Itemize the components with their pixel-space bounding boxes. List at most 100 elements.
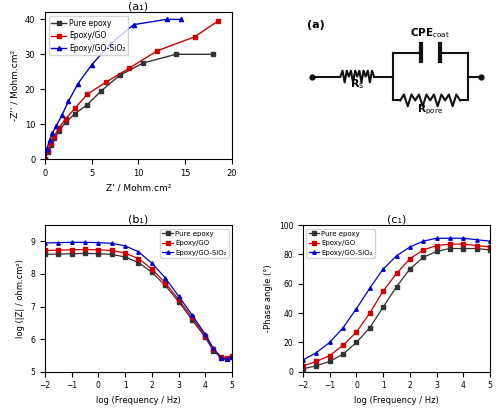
Epoxy/GO [149, 266, 155, 271]
X-axis label: log (Frequency / Hz): log (Frequency / Hz) [96, 396, 181, 405]
Epoxy/GO [218, 354, 224, 359]
Text: R$_\mathrm{s}$: R$_\mathrm{s}$ [350, 78, 364, 91]
Text: (a): (a) [307, 20, 324, 30]
Pure epoxy [72, 111, 78, 116]
Epoxy/GO [52, 134, 58, 139]
Epoxy/GO [326, 353, 332, 358]
Epoxy/GO [447, 242, 453, 247]
Epoxy/GO [84, 92, 90, 97]
Epoxy/GO-SiO₂ [300, 358, 306, 363]
Pure epoxy [136, 260, 141, 265]
Pure epoxy [56, 252, 62, 256]
Epoxy/GO [42, 157, 48, 161]
Text: R$_\mathrm{pore}$: R$_\mathrm{pore}$ [417, 103, 444, 117]
Epoxy/GO [215, 19, 221, 24]
Legend: Pure epoxy, Epoxy/GO, Epoxy/GO-SiO₂: Pure epoxy, Epoxy/GO, Epoxy/GO-SiO₂ [49, 16, 128, 55]
Pure epoxy [48, 142, 54, 147]
Epoxy/GO-SiO₂ [218, 356, 224, 361]
Pure epoxy [218, 356, 224, 361]
Epoxy/GO [48, 141, 54, 146]
Epoxy/GO-SiO₂ [109, 241, 115, 246]
Pure epoxy [210, 52, 216, 57]
Epoxy/GO-SiO₂ [44, 146, 50, 151]
Pure epoxy [487, 247, 493, 252]
Pure epoxy [474, 246, 480, 251]
Epoxy/GO-SiO₂ [326, 340, 332, 345]
Epoxy/GO [176, 297, 182, 302]
Title: (b₁): (b₁) [128, 214, 148, 224]
Epoxy/GO [354, 330, 360, 335]
Epoxy/GO-SiO₂ [340, 325, 346, 330]
Epoxy/GO [420, 247, 426, 252]
Epoxy/GO-SiO₂ [434, 236, 440, 241]
Pure epoxy [42, 157, 48, 161]
Pure epoxy [52, 135, 58, 140]
Pure epoxy [140, 61, 146, 66]
Epoxy/GO-SiO₂ [53, 123, 59, 128]
Epoxy/GO [62, 116, 68, 121]
Epoxy/GO [394, 271, 400, 276]
Epoxy/GO [474, 243, 480, 248]
Epoxy/GO-SiO₂ [42, 157, 48, 161]
Epoxy/GO [72, 106, 78, 111]
Epoxy/GO-SiO₂ [74, 81, 80, 86]
Epoxy/GO-SiO₂ [447, 236, 453, 241]
Epoxy/GO [340, 343, 346, 348]
Epoxy/GO [45, 148, 51, 153]
Epoxy/GO-SiO₂ [136, 249, 141, 254]
Epoxy/GO [82, 247, 88, 252]
Pure epoxy [84, 102, 90, 107]
Pure epoxy [173, 52, 179, 57]
Line: Epoxy/GO: Epoxy/GO [302, 242, 492, 368]
Epoxy/GO [314, 359, 320, 364]
Epoxy/GO-SiO₂ [487, 239, 493, 244]
Epoxy/GO-SiO₂ [56, 240, 62, 245]
Epoxy/GO [407, 256, 413, 261]
Epoxy/GO [460, 242, 466, 247]
Epoxy/GO [487, 244, 493, 249]
Pure epoxy [149, 270, 155, 275]
X-axis label: Z' / Mohm.cm²: Z' / Mohm.cm² [106, 183, 171, 192]
Epoxy/GO-SiO₂ [210, 346, 216, 351]
Epoxy/GO-SiO₂ [407, 244, 413, 249]
Epoxy/GO-SiO₂ [420, 239, 426, 244]
Line: Epoxy/GO-SiO₂: Epoxy/GO-SiO₂ [44, 241, 234, 361]
Epoxy/GO-SiO₂ [68, 240, 74, 245]
Epoxy/GO [300, 363, 306, 368]
Epoxy/GO-SiO₂ [367, 286, 373, 291]
Y-axis label: -Phase angle (°): -Phase angle (°) [264, 265, 273, 332]
Pure epoxy [394, 284, 400, 289]
Pure epoxy [434, 249, 440, 254]
Pure epoxy [117, 73, 123, 78]
Epoxy/GO [367, 311, 373, 316]
Epoxy/GO [229, 354, 235, 358]
Pure epoxy [98, 88, 104, 93]
Pure epoxy [460, 246, 466, 251]
Epoxy/GO-SiO₂ [314, 350, 320, 355]
X-axis label: log (Frequency / Hz): log (Frequency / Hz) [354, 396, 439, 405]
Epoxy/GO [380, 289, 386, 294]
Y-axis label: -Z'' / Mohm.cm²: -Z'' / Mohm.cm² [10, 50, 19, 121]
Pure epoxy [367, 325, 373, 330]
Epoxy/GO-SiO₂ [354, 306, 360, 311]
Pure epoxy [162, 283, 168, 288]
Epoxy/GO-SiO₂ [474, 237, 480, 242]
Pure epoxy [82, 251, 88, 256]
Epoxy/GO-SiO₂ [224, 357, 230, 362]
Pure epoxy [62, 120, 68, 125]
Title: (a₁): (a₁) [128, 2, 148, 12]
Epoxy/GO-SiO₂ [59, 113, 65, 118]
Epoxy/GO [126, 66, 132, 71]
Pure epoxy [407, 266, 413, 271]
Epoxy/GO-SiO₂ [178, 17, 184, 22]
Epoxy/GO-SiO₂ [88, 62, 94, 67]
Epoxy/GO [96, 247, 102, 252]
Pure epoxy [300, 366, 306, 371]
Epoxy/GO-SiO₂ [202, 332, 208, 337]
Line: Pure epoxy: Pure epoxy [44, 252, 234, 361]
Pure epoxy [202, 335, 208, 340]
Epoxy/GO-SiO₂ [42, 240, 48, 245]
Line: Epoxy/GO: Epoxy/GO [43, 19, 220, 161]
Epoxy/GO-SiO₂ [82, 240, 88, 245]
Epoxy/GO-SiO₂ [131, 22, 137, 27]
